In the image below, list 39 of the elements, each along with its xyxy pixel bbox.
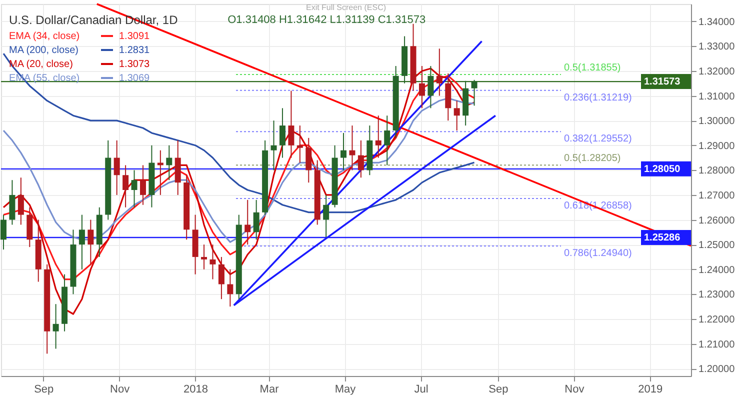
ref-line-label: 1.31573 bbox=[644, 76, 681, 88]
legend-label: MA (200, close) bbox=[9, 45, 78, 56]
legend-label: EMA (34, close) bbox=[9, 31, 80, 42]
annotation: 1.3091 bbox=[119, 31, 150, 42]
ref-line-label: 0.786(1.24940) bbox=[564, 248, 632, 260]
ref-line-label: 0.5(1.28205) bbox=[564, 153, 621, 164]
x-tick-label: Nov bbox=[110, 384, 130, 396]
y-tick-label: 1.28000 bbox=[698, 166, 736, 177]
annotation: 1.3073 bbox=[119, 59, 150, 70]
y-tick-label: 1.26000 bbox=[698, 215, 736, 226]
x-tick-label: Sep bbox=[488, 384, 508, 396]
y-tick-label: 1.24000 bbox=[698, 264, 736, 276]
y-tick-label: 1.33000 bbox=[698, 42, 736, 53]
ref-line-label: 0.5(1.31855) bbox=[564, 62, 621, 74]
ref-line-label: 1.25286 bbox=[644, 232, 681, 244]
ref-line-label: 1.28050 bbox=[644, 164, 681, 175]
y-tick-label: 1.31000 bbox=[698, 91, 736, 102]
y-tick-label: 1.25000 bbox=[698, 240, 736, 252]
ref-line-label: 0.236(1.31219) bbox=[564, 92, 632, 104]
annotation: Exit Full Screen (ESC) bbox=[306, 3, 386, 12]
y-tick-label: 1.30000 bbox=[698, 116, 736, 128]
x-tick-label: 2018 bbox=[184, 384, 208, 396]
y-tick-label: 1.21000 bbox=[698, 339, 736, 350]
x-tick-label: Nov bbox=[564, 384, 585, 396]
ref-line-label: 0.382(1.29552) bbox=[564, 134, 632, 145]
text: O1.31408 H1.31642 L1.31139 C1.31573 bbox=[228, 14, 426, 26]
y-tick-label: 1.32000 bbox=[698, 66, 736, 78]
x-tick-label: Mar bbox=[260, 384, 280, 396]
y-tick-label: 1.22000 bbox=[698, 314, 736, 326]
y-tick-label: 1.23000 bbox=[698, 290, 736, 301]
y-tick-label: 1.34000 bbox=[698, 16, 736, 28]
annotation: 1.2831 bbox=[119, 45, 150, 56]
x-tick-label: Sep bbox=[34, 384, 54, 396]
y-tick-label: 1.29000 bbox=[698, 140, 736, 152]
y-tick-label: 1.27000 bbox=[698, 190, 736, 202]
x-tick-label: Jul bbox=[414, 384, 428, 396]
x-tick-label: May bbox=[334, 384, 356, 396]
y-tick-label: 1.20000 bbox=[698, 364, 736, 376]
x-tick-label: 2019 bbox=[638, 384, 663, 396]
